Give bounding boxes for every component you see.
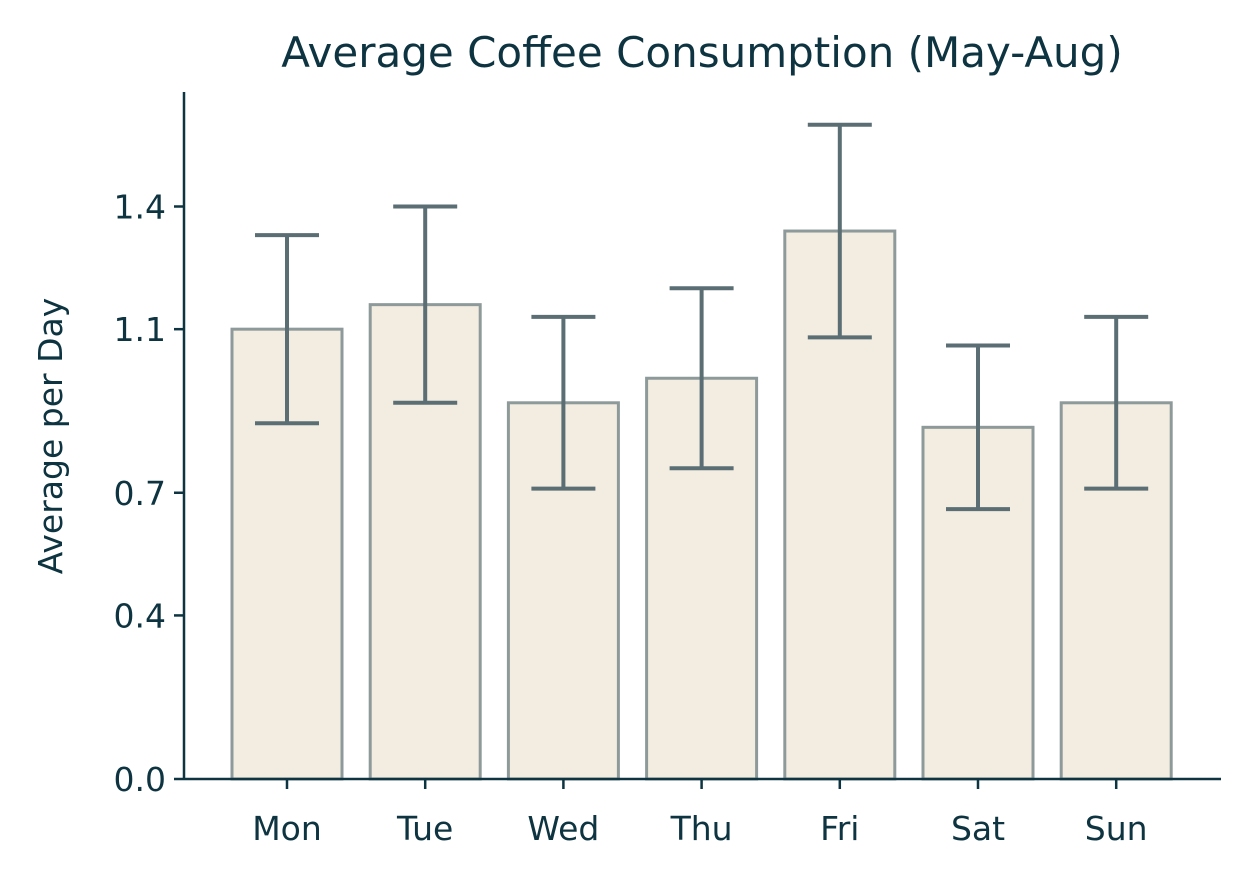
- x-tick-label-sun: Sun: [1085, 809, 1148, 848]
- x-tick-label-mon: Mon: [252, 809, 322, 848]
- x-tick-label-tue: Tue: [396, 809, 453, 848]
- y-axis-ticks: 0.0 0.4 0.7 1.1 1.4: [114, 188, 184, 799]
- error-bar-fri: [807, 122, 872, 340]
- x-axis-ticks: Mon Tue Wed Thu Fri Sat Sun: [252, 779, 1148, 848]
- x-tick-label-sat: Sat: [951, 809, 1005, 848]
- x-tick-label-thu: Thu: [670, 809, 733, 848]
- y-tick-label: 0.4: [114, 596, 166, 635]
- y-tick-label: 1.1: [114, 310, 166, 349]
- y-tick-label: 0.7: [114, 474, 166, 513]
- error-bar-wed: [531, 314, 596, 491]
- x-tick-label-fri: Fri: [820, 809, 859, 848]
- y-tick-label: 1.4: [114, 188, 166, 227]
- y-axis-label: Average per Day: [31, 298, 70, 574]
- bar-thu: [645, 376, 759, 781]
- chart-title: Average Coffee Consumption (May-Aug): [281, 28, 1122, 77]
- error-bars-layer: [255, 122, 1149, 512]
- error-bar-mon: [255, 233, 319, 426]
- error-bar-tue: [393, 204, 458, 405]
- error-bar-thu: [669, 286, 734, 471]
- error-bar-sat: [946, 343, 1010, 512]
- y-tick-label: 0.0: [114, 760, 166, 799]
- x-tick-label-wed: Wed: [527, 809, 599, 848]
- error-bar-sun: [1084, 314, 1149, 491]
